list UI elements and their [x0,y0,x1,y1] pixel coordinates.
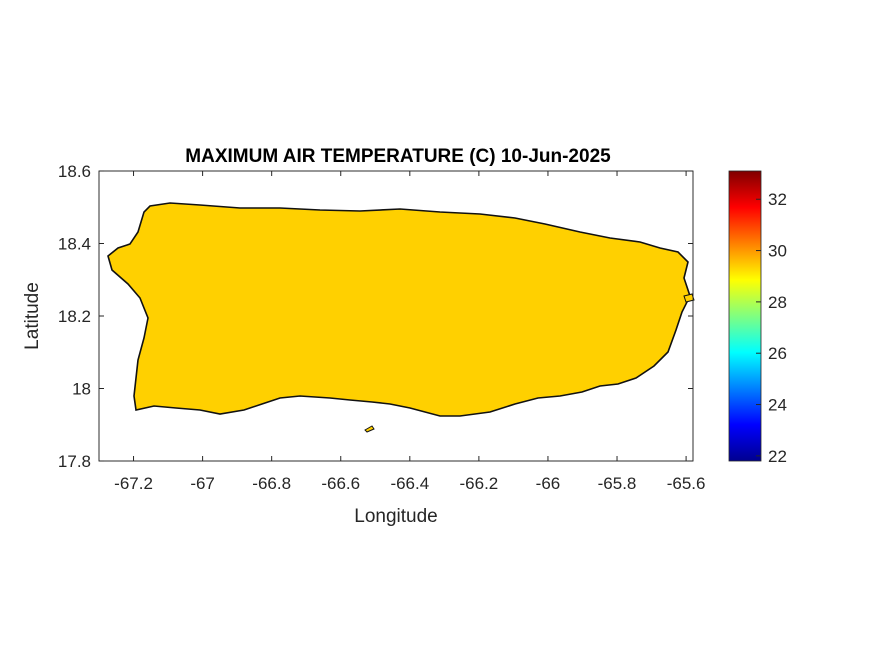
east-islet [683,293,695,303]
colorbar-tick-label: 30 [768,242,787,261]
colorbar-bar [728,170,762,462]
colorbar-tick-label: 32 [768,190,787,209]
island-heatmap [107,202,691,417]
y-tick-label: 17.8 [58,452,91,471]
x-tick-label: -66.4 [390,474,429,493]
colorbar-tick-label: 28 [768,293,787,312]
chart-title: MAXIMUM AIR TEMPERATURE (C) 10-Jun-2025 [185,146,611,167]
colorbar: 32 30 28 26 24 22 [728,170,787,466]
x-axis-label: Longitude [354,506,437,527]
colorbar-tick-label: 24 [768,396,787,415]
x-tick-label: -67.2 [114,474,153,493]
caja-de-muertos-island [364,425,375,433]
y-axis-ticks: 18.6 18.4 18.2 18 17.8 [58,162,693,471]
colorbar-ticks: 32 30 28 26 24 22 [756,190,787,466]
x-tick-label: -67 [190,474,215,493]
colorbar-tick-label: 22 [768,447,787,466]
colorbar-tick-label: 26 [768,344,787,363]
y-tick-label: 18 [72,380,91,399]
y-tick-label: 18.4 [58,235,91,254]
x-tick-label: -65.8 [598,474,637,493]
x-tick-label: -66 [536,474,561,493]
y-tick-label: 18.6 [58,162,91,181]
x-tick-label: -65.6 [667,474,706,493]
x-tick-label: -66.6 [321,474,360,493]
x-tick-label: -66.2 [460,474,499,493]
y-axis-label: Latitude [22,282,43,350]
y-tick-label: 18.2 [58,307,91,326]
x-tick-label: -66.8 [252,474,291,493]
x-axis-ticks: -67.2 -67 -66.8 -66.6 -66.4 -66.2 -66 -65.8 -65.… [114,171,705,493]
